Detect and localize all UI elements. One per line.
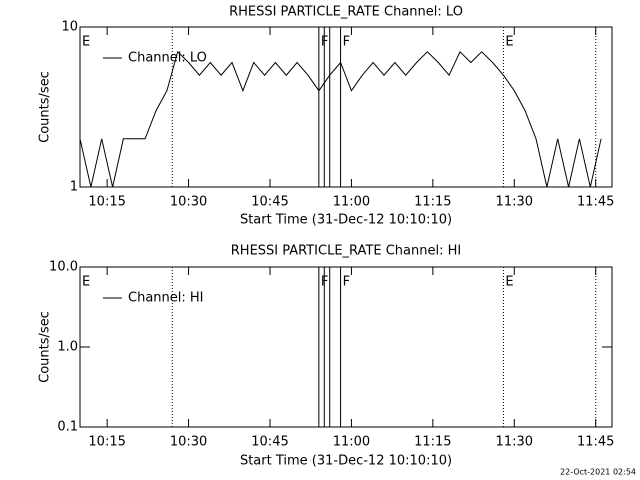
annotation: E [505, 275, 513, 290]
y-tick-label: 1.0 [57, 340, 78, 355]
x-tick-label: 10:45 [251, 195, 288, 210]
annotation: E [82, 35, 90, 50]
annotation: F [343, 35, 350, 50]
x-tick-label: 10:30 [170, 435, 207, 450]
x-axis-label: Start Time (31-Dec-12 10:10:10) [240, 454, 452, 469]
footer: 22-Oct-2021 02:54 [560, 468, 636, 477]
annotation: F [321, 35, 328, 50]
x-tick-label: 11:30 [496, 435, 533, 450]
y-axis-label: Counts/sec [38, 311, 53, 383]
y-tick-label: 10.0 [49, 260, 78, 275]
x-tick-label: 11:30 [496, 195, 533, 210]
annotation: E [82, 275, 90, 290]
annotation: F [343, 275, 350, 290]
x-axis-label: Start Time (31-Dec-12 10:10:10) [240, 213, 452, 228]
x-tick-label: 11:45 [577, 435, 614, 450]
y-tick-label: 1 [70, 180, 78, 195]
chart-title: RHESSI PARTICLE_RATE Channel: LO [229, 5, 463, 20]
y-tick-label: 10 [61, 20, 78, 35]
x-tick-label: 11:15 [414, 435, 451, 450]
x-tick-label: 10:15 [88, 195, 125, 210]
annotation: E [505, 35, 513, 50]
x-tick-label: 10:15 [88, 435, 125, 450]
plot-frame [79, 26, 613, 188]
legend-label: Channel: HI [128, 291, 204, 306]
annotation: F [321, 275, 328, 290]
x-tick-label: 11:15 [414, 195, 451, 210]
y-tick-label: 0.1 [57, 420, 78, 435]
y-axis-label: Counts/sec [38, 71, 53, 143]
chart-title: RHESSI PARTICLE_RATE Channel: HI [231, 244, 461, 259]
x-tick-label: 10:45 [251, 435, 288, 450]
x-tick-label: 11:00 [333, 195, 370, 210]
x-tick-label: 11:00 [333, 435, 370, 450]
legend-label: Channel: LO [128, 51, 207, 66]
data-line [79, 50, 602, 188]
x-tick-label: 10:30 [170, 195, 207, 210]
plot-frame [79, 266, 613, 428]
x-tick-label: 11:45 [577, 195, 614, 210]
